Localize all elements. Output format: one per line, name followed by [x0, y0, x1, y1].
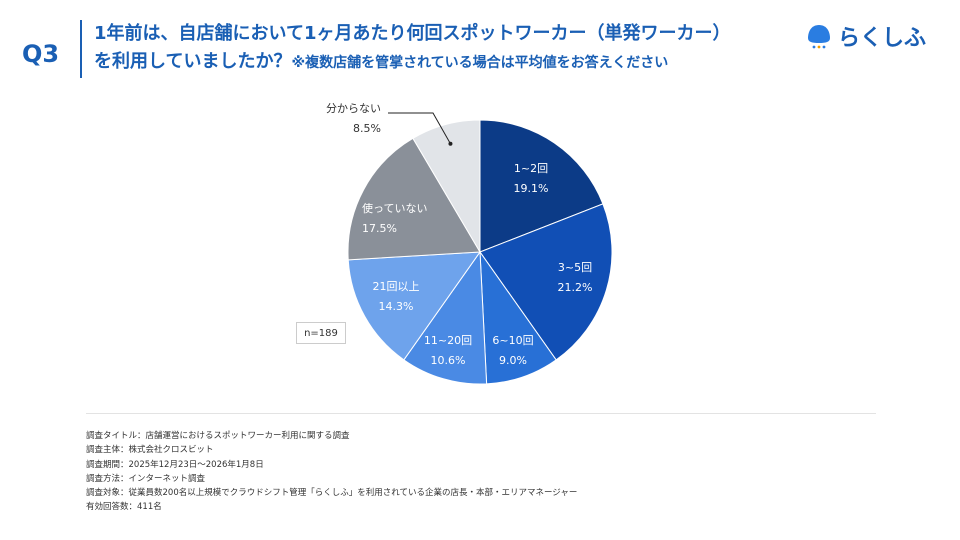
page-title: 1年前は、自店舗において1ヶ月あたり何回スポットワーカー（単発ワーカー） を利用…	[94, 20, 731, 77]
slice-value: 8.5%	[353, 122, 381, 135]
survey-organizer: 調査主体：株式会社クロスビット	[86, 445, 214, 456]
question-number: Q3	[22, 40, 60, 68]
slice-label: 1~2回	[514, 162, 548, 175]
pie-slice	[479, 119, 604, 253]
slice-value: 21.2%	[558, 281, 593, 294]
pie-slice	[347, 251, 482, 361]
title-note: ※複数店舗を管掌されている場合は平均値をお答えください	[291, 55, 669, 71]
pie-chart: 1~2回 19.1% 3~5回 21.2% 6~10回 9.0% 11~20回 10.6% 21…	[326, 102, 613, 385]
leader-dot	[448, 141, 453, 146]
slice-value: 9.0%	[499, 354, 527, 367]
logo: らくしふ	[806, 20, 926, 52]
slice-label: 使っていない	[362, 202, 427, 215]
survey-info: 調査タイトル：店舗運営におけるスポットワーカー利用に関する調査 調査主体：株式会…	[86, 429, 577, 515]
slice-label: 6~10回	[492, 334, 533, 347]
pie-slice	[479, 203, 613, 361]
valid-responses: 有効回答数：411名	[86, 502, 162, 513]
slice-label: 分からない	[326, 102, 381, 115]
slice-value: 14.3%	[379, 300, 414, 313]
slice-value: 10.6%	[431, 354, 466, 367]
pie-slice	[403, 250, 488, 385]
survey-target: 調査対象：従業員数200名以上規模でクラウドシフト管理「らくしふ」を利用されてい…	[86, 488, 578, 499]
slice-label: 21回以上	[373, 280, 420, 293]
survey-title: 調査タイトル：店舗運営におけるスポットワーカー利用に関する調査	[86, 431, 350, 441]
title-line2: を利用していましたか？	[94, 51, 292, 72]
footer-divider	[86, 413, 876, 414]
pie-slice	[347, 137, 481, 261]
slice-value: 19.1%	[514, 182, 549, 195]
logo-icon	[808, 25, 830, 49]
title-line1: 1年前は、自店舗において1ヶ月あたり何回スポットワーカー（単発ワーカー）	[94, 23, 731, 44]
divider	[80, 20, 82, 78]
slice-label: 11~20回	[424, 334, 472, 347]
logo-text: らくしふ	[838, 26, 927, 51]
survey-method: 調査方法：インターネット調査	[86, 473, 206, 484]
pie-slice	[412, 119, 481, 254]
survey-period: 調査期間：2025年12月23日〜2026年1月8日	[86, 459, 264, 470]
leader-line	[388, 112, 451, 145]
slice-label: 3~5回	[558, 261, 592, 274]
sample-size-box: n=189	[296, 322, 346, 344]
slice-value: 17.5%	[362, 222, 397, 235]
